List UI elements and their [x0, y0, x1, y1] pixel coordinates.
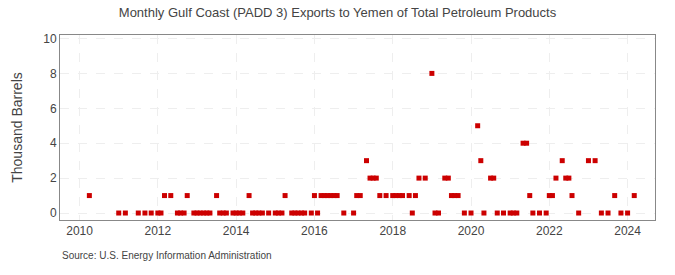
- svg-text:2024: 2024: [614, 224, 641, 238]
- svg-text:2016: 2016: [301, 224, 328, 238]
- svg-text:2020: 2020: [458, 224, 485, 238]
- svg-text:10: 10: [43, 32, 57, 46]
- svg-text:0: 0: [50, 206, 57, 220]
- svg-text:2: 2: [50, 171, 57, 185]
- svg-text:2014: 2014: [223, 224, 250, 238]
- svg-text:Source: U.S. Energy Informatio: Source: U.S. Energy Information Administ…: [62, 250, 272, 261]
- svg-text:2010: 2010: [66, 224, 93, 238]
- svg-text:4: 4: [50, 136, 57, 150]
- svg-text:2012: 2012: [145, 224, 172, 238]
- svg-text:Monthly Gulf Coast (PADD 3) Ex: Monthly Gulf Coast (PADD 3) Exports to Y…: [119, 5, 557, 20]
- svg-text:8: 8: [50, 67, 57, 81]
- svg-text:6: 6: [50, 102, 57, 116]
- svg-text:2018: 2018: [379, 224, 406, 238]
- svg-text:2022: 2022: [536, 224, 563, 238]
- svg-text:Thousand Barrels: Thousand Barrels: [9, 72, 25, 183]
